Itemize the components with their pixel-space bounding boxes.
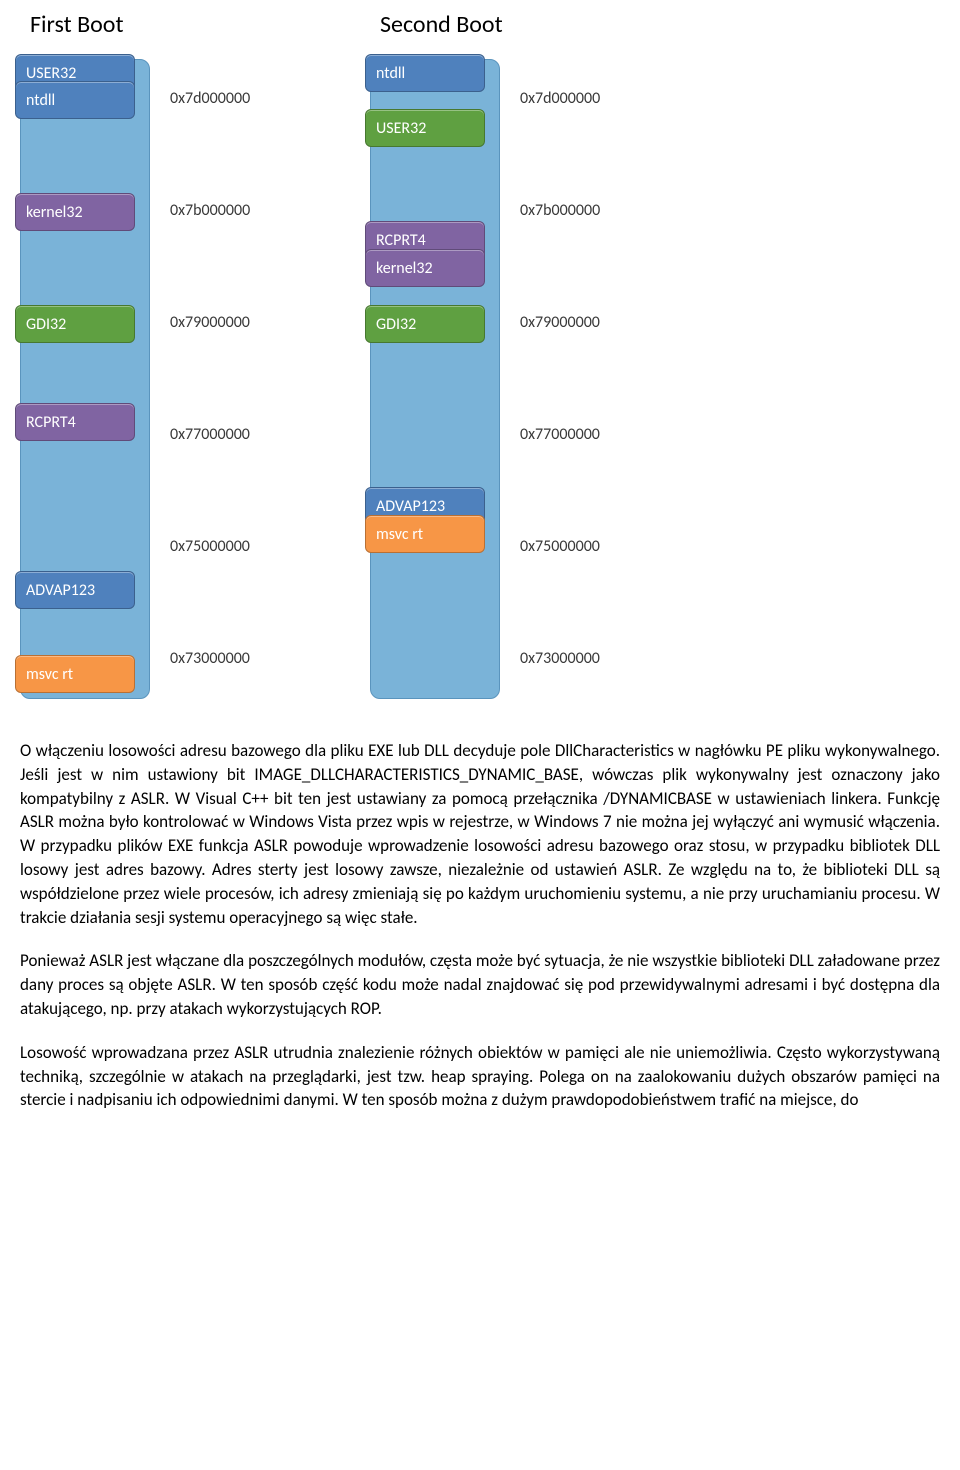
address-label: 0x7d000000 — [170, 89, 250, 108]
address-label: 0x7b000000 — [520, 201, 600, 220]
dll-block: RCPRT4 — [15, 403, 135, 441]
boot-title: Second Boot — [380, 10, 660, 39]
dll-block: ntdll — [15, 81, 135, 119]
address-label: 0x7b000000 — [170, 201, 250, 220]
dll-block: GDI32 — [15, 305, 135, 343]
boot-column-1: Second Boot ntdllUSER32RCPRT4kernel32GDI3… — [370, 10, 660, 699]
article-text: O włączeniu losowości adresu bazowego dl… — [20, 739, 940, 1112]
dll-block: ntdll — [365, 54, 485, 92]
dll-block: USER32 — [365, 109, 485, 147]
dll-block: ADVAP123 — [15, 571, 135, 609]
memory-strip: USER32ntdllkernel32GDI32RCPRT4ADVAP123ms… — [20, 59, 150, 699]
dll-block: GDI32 — [365, 305, 485, 343]
dll-block: kernel32 — [365, 249, 485, 287]
address-label: 0x75000000 — [520, 537, 600, 556]
dll-block: msvc rt — [15, 655, 135, 693]
address-label: 0x73000000 — [520, 649, 600, 668]
address-label: 0x79000000 — [520, 313, 600, 332]
address-label: 0x73000000 — [170, 649, 250, 668]
address-label: 0x77000000 — [520, 425, 600, 444]
dll-block: msvc rt — [365, 515, 485, 553]
paragraph: Losowość wprowadzana przez ASLR utrudnia… — [20, 1041, 940, 1112]
boot-column-0: First Boot USER32ntdllkernel32GDI32RCPRT4… — [20, 10, 310, 699]
address-label: 0x79000000 — [170, 313, 250, 332]
address-column: 0x7d000000 0x7b000000 0x79000000 0x77000000… — [150, 59, 310, 699]
address-label: 0x7d000000 — [520, 89, 600, 108]
address-column: 0x7d000000 0x7b000000 0x79000000 0x77000000… — [500, 59, 660, 699]
boot-title: First Boot — [30, 10, 310, 39]
memory-area: ntdllUSER32RCPRT4kernel32GDI32ADVAP123ms… — [370, 59, 660, 699]
dll-block: kernel32 — [15, 193, 135, 231]
memory-strip: ntdllUSER32RCPRT4kernel32GDI32ADVAP123ms… — [370, 59, 500, 699]
address-label: 0x77000000 — [170, 425, 250, 444]
aslr-diagram: First Boot USER32ntdllkernel32GDI32RCPRT4… — [20, 10, 940, 699]
memory-area: USER32ntdllkernel32GDI32RCPRT4ADVAP123ms… — [20, 59, 310, 699]
paragraph: O włączeniu losowości adresu bazowego dl… — [20, 739, 940, 929]
paragraph: Ponieważ ASLR jest włączane dla poszczeg… — [20, 949, 940, 1020]
address-label: 0x75000000 — [170, 537, 250, 556]
